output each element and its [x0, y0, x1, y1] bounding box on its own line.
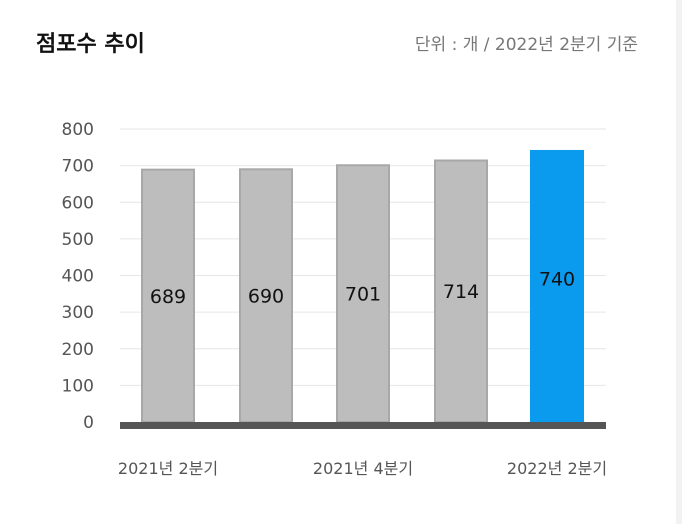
x-axis-baseline: [120, 422, 606, 429]
bar: [141, 168, 195, 423]
y-tick-label: 100: [62, 376, 94, 396]
chart-title: 점포수 추이: [36, 32, 145, 57]
bar: [239, 168, 293, 423]
unit-note: 단위 : 개 / 2022년 2분기 기준: [414, 35, 638, 55]
data-label: 690: [248, 286, 284, 308]
data-label: 701: [345, 284, 381, 306]
bar: [434, 159, 488, 423]
bar: [530, 149, 584, 423]
x-tick-label: 2022년 2분기: [507, 459, 607, 478]
right-edge-strip: [676, 0, 682, 524]
data-label: 740: [539, 268, 575, 290]
y-tick-label: 0: [83, 413, 94, 433]
x-tick-label: 2021년 4분기: [313, 459, 413, 478]
y-tick-label: 600: [62, 193, 94, 213]
y-tick-label: 300: [62, 303, 94, 323]
x-tick-label: 2021년 2분기: [118, 459, 218, 478]
y-tick-label: 500: [62, 230, 94, 250]
data-label: 714: [443, 281, 479, 303]
y-tick-label: 200: [62, 340, 94, 360]
y-tick-label: 800: [62, 120, 94, 140]
bar: [336, 164, 390, 423]
y-tick-label: 400: [62, 267, 94, 287]
y-tick-label: 700: [62, 157, 94, 177]
data-label: 689: [150, 286, 186, 308]
